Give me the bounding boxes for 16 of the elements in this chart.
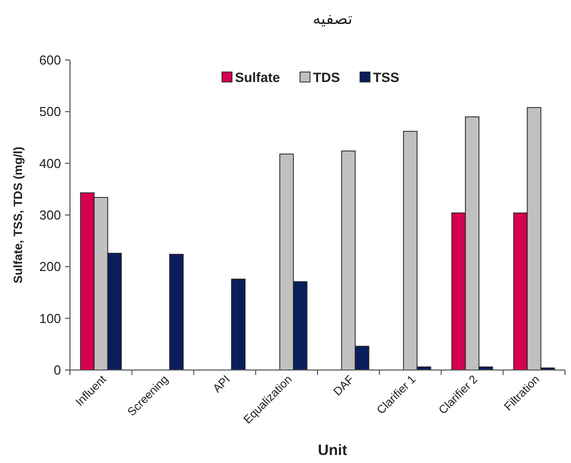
y-tick-label: 400 xyxy=(39,156,61,171)
y-tick-label: 0 xyxy=(54,362,61,378)
y-tick-label: 200 xyxy=(39,259,61,274)
y-tick-label: 600 xyxy=(39,52,61,68)
x-tick-label: API xyxy=(211,374,233,396)
bar xyxy=(169,254,184,370)
bar xyxy=(231,278,246,370)
y-axis-title: Sulfate, TSS, TDS (mg/l) xyxy=(11,146,25,284)
y-tick-label: 300 xyxy=(39,208,61,222)
legend-label: TDS xyxy=(313,70,340,85)
legend-label: Sulfate xyxy=(235,70,280,85)
chart-title: تصفیه xyxy=(312,11,352,28)
y-tick-label: 100 xyxy=(39,310,61,326)
legend-label: TSS xyxy=(373,70,400,85)
x-axis-title: Unit xyxy=(318,442,348,459)
y-tick-label: 500 xyxy=(39,104,61,120)
